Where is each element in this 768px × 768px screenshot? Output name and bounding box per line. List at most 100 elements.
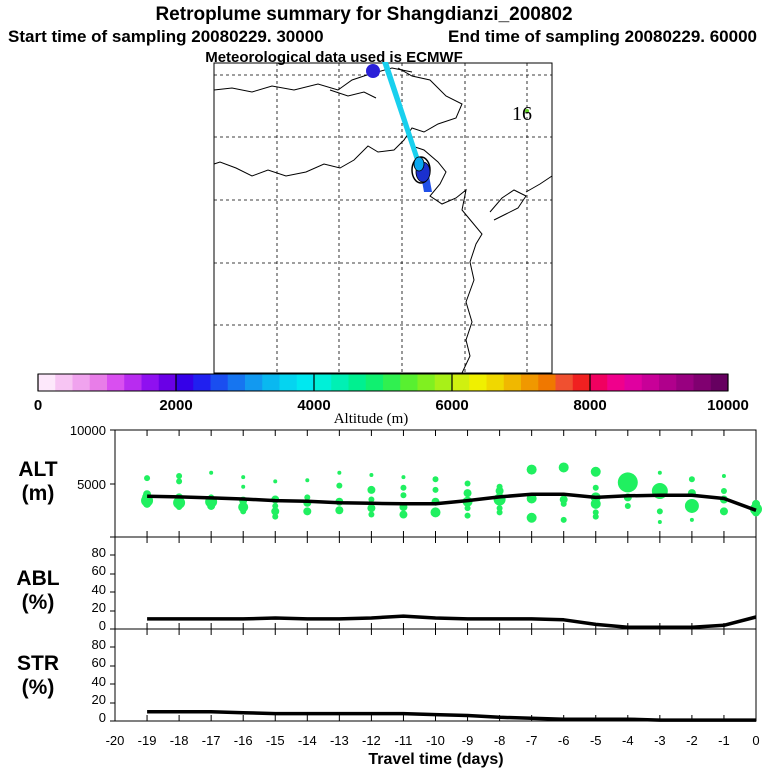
end-time-label: End time of sampling 20080229. 60000 xyxy=(448,27,757,46)
abl-ytick-label: 80 xyxy=(92,545,106,560)
alt-cluster-marker xyxy=(688,476,695,483)
colorbar-swatch xyxy=(521,374,539,391)
plume-endpoint-marker xyxy=(366,64,380,78)
alt-cluster-marker xyxy=(464,480,471,487)
alt-cluster-marker xyxy=(144,475,151,482)
x-tick-label: -4 xyxy=(622,733,634,748)
str-ytick-label: 20 xyxy=(92,692,106,707)
alt-cluster-marker xyxy=(367,485,376,494)
x-tick-labels: -20 -19 -18 -17 -16 -15 -14 -13 -12 -11 -10 -9 -8 -7-… xyxy=(106,733,760,748)
x-tick-label: -15 xyxy=(266,733,285,748)
str-ytick-label: 40 xyxy=(92,674,106,689)
x-tick-label: 0 xyxy=(752,733,759,748)
colorbar-swatch xyxy=(676,374,694,391)
x-tick-label: -7 xyxy=(526,733,538,748)
alt-cluster-marker xyxy=(496,505,503,512)
colorbar-swatch xyxy=(486,374,505,391)
colorbar-swatch xyxy=(38,374,56,391)
colorbar-title: Altitude (m) xyxy=(334,411,409,427)
colorbar-swatch xyxy=(624,374,643,391)
x-tick-label: -10 xyxy=(426,733,445,748)
alt-mean-line xyxy=(147,492,757,512)
alt-cluster-marker xyxy=(624,502,631,509)
alt-cluster-marker xyxy=(657,470,662,475)
colorbar-swatch xyxy=(365,374,384,391)
alt-cluster-marker xyxy=(721,474,726,479)
alt-cluster-marker xyxy=(558,462,569,473)
alt-cluster-marker xyxy=(720,487,727,494)
colorbar-swatch xyxy=(89,374,108,391)
colorbar-swatch xyxy=(555,374,574,391)
series-lines xyxy=(147,492,757,722)
x-tick-label: -16 xyxy=(234,733,253,748)
abl-panel-unit: (%) xyxy=(22,591,55,614)
abl-ytick-label: 40 xyxy=(92,582,106,597)
colorbar-swatch xyxy=(538,374,556,391)
alt-cluster-marker xyxy=(432,486,439,493)
alt-cluster-marker xyxy=(238,502,249,513)
colorbar-swatch xyxy=(124,374,142,391)
alt-cluster-marker xyxy=(241,475,246,480)
x-tick-label: -12 xyxy=(362,733,381,748)
colorbar-tick-label: 8000 xyxy=(573,397,606,414)
colorbar-swatch xyxy=(193,374,211,391)
alt-cluster-marker xyxy=(464,512,471,519)
colorbar-swatch xyxy=(348,374,367,391)
colorbar-tick-label: 2000 xyxy=(159,397,192,414)
start-time-label: Start time of sampling 20080229. 30000 xyxy=(8,27,324,46)
x-tick-label: -6 xyxy=(558,733,570,748)
str-panel-frame xyxy=(114,628,757,722)
alt-cluster-marker xyxy=(400,484,407,491)
alt-cluster-marker xyxy=(240,508,247,515)
x-tick-label: -2 xyxy=(686,733,698,748)
alt-cluster-marker xyxy=(176,478,183,485)
alt-cluster-marker xyxy=(271,507,280,516)
axis-ticks xyxy=(110,429,757,722)
colorbar-swatch xyxy=(607,374,625,391)
abl-ytick-label: 20 xyxy=(92,600,106,615)
str-panel-label: STR xyxy=(17,652,59,675)
alt-cluster-marker xyxy=(592,513,599,520)
colorbar-swatch xyxy=(176,374,194,391)
x-tick-label: -17 xyxy=(202,733,221,748)
alt-panel-label: ALT xyxy=(18,458,57,481)
station-dot xyxy=(525,109,529,113)
x-tick-label: -11 xyxy=(395,733,413,748)
colorbar-swatch xyxy=(262,374,280,391)
str-panel-unit: (%) xyxy=(22,676,55,699)
x-tick-label: -1 xyxy=(718,733,730,748)
alt-cluster-marker xyxy=(336,482,343,489)
colorbar-tick-label: 4000 xyxy=(297,397,330,414)
alt-cluster-marker xyxy=(368,511,375,518)
meteorological-data-label: Meteorological data used is ECMWF xyxy=(205,49,463,66)
alt-cluster-marker xyxy=(560,500,567,507)
colorbar-tick-label: 10000 xyxy=(707,397,749,414)
x-tick-label: -20 xyxy=(106,733,125,748)
colorbar-swatch xyxy=(469,374,487,391)
alt-cluster-marker xyxy=(369,472,374,477)
alt-cluster-marker xyxy=(496,509,503,516)
alt-cluster-marker xyxy=(592,509,599,516)
alt-cluster-marker xyxy=(689,517,694,522)
colorbar-swatch xyxy=(641,374,660,391)
alt-cluster-marker xyxy=(176,504,183,511)
colorbar-swatch xyxy=(659,374,677,391)
alt-cluster-marker xyxy=(617,472,638,493)
colorbar-swatch xyxy=(141,374,160,391)
x-tick-label: -9 xyxy=(462,733,474,748)
x-tick-label: -18 xyxy=(170,733,189,748)
alt-cluster-marker xyxy=(684,498,699,513)
alt-cluster-marker xyxy=(430,507,441,518)
x-axis-title: Travel time (days) xyxy=(368,751,503,768)
alt-cluster-marker xyxy=(173,496,186,509)
abl-line xyxy=(147,614,757,629)
alt-cluster-marker xyxy=(367,504,376,513)
colorbar-swatch xyxy=(210,374,229,391)
colorbar-swatch xyxy=(383,374,401,391)
colorbar-swatch xyxy=(55,374,73,391)
x-tick-label: -13 xyxy=(330,733,349,748)
alt-ytick-label: 5000 xyxy=(77,477,106,492)
alt-cluster-marker xyxy=(176,473,183,480)
x-tick-label: -8 xyxy=(494,733,506,748)
